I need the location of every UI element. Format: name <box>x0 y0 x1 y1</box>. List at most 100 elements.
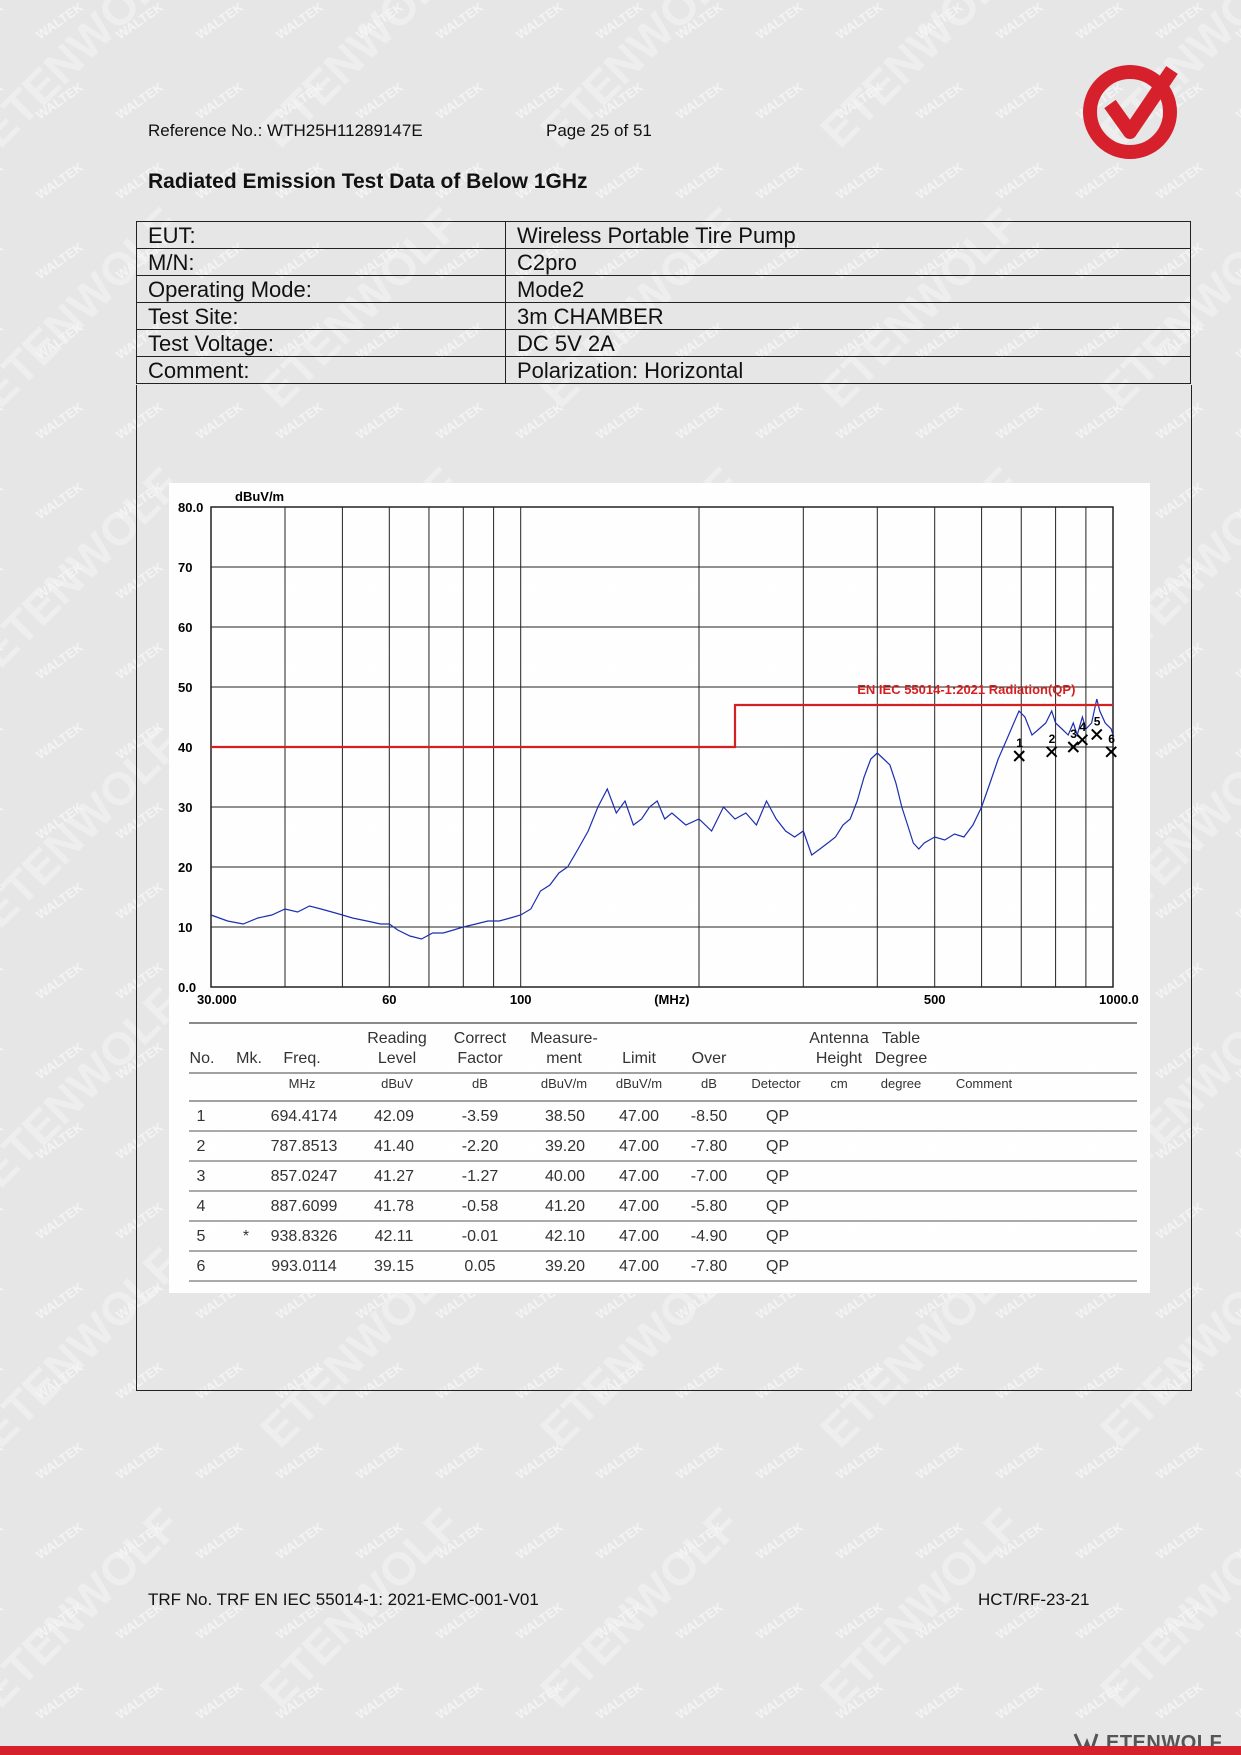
table-cell: QP <box>766 1108 789 1125</box>
table-header-l2: Over <box>692 1050 727 1067</box>
peak-marker: 2 <box>1045 732 1058 758</box>
svg-text:WALTEK: WALTEK <box>1233 639 1241 683</box>
svg-text:WALTEK: WALTEK <box>1233 319 1241 363</box>
svg-text:WALTEK: WALTEK <box>33 1679 86 1723</box>
svg-text:WALTEK: WALTEK <box>113 79 166 123</box>
table-cell: 694.4174 <box>271 1108 338 1125</box>
info-value: Polarization: Horizontal <box>505 356 1191 384</box>
svg-text:WALTEK: WALTEK <box>1233 879 1241 923</box>
table-cell: 40.00 <box>545 1168 585 1185</box>
table-cell: -2.20 <box>462 1138 499 1155</box>
svg-text:WALTEK: WALTEK <box>913 159 966 203</box>
info-value: Mode2 <box>505 275 1191 303</box>
info-table: EUT: Wireless Portable Tire Pump M/N: C2pro… <box>136 221 1191 384</box>
table-header-l2: No. <box>190 1050 215 1067</box>
svg-text:WALTEK: WALTEK <box>993 1679 1046 1723</box>
table-cell: 47.00 <box>619 1258 659 1275</box>
table-header-l1: Correct <box>454 1030 507 1047</box>
svg-text:WALTEK: WALTEK <box>0 239 6 283</box>
marker-label: 4 <box>1079 720 1086 734</box>
svg-text:WALTEK: WALTEK <box>753 79 806 123</box>
table-cell: 41.20 <box>545 1198 585 1215</box>
svg-text:WALTEK: WALTEK <box>833 0 886 42</box>
svg-text:WALTEK: WALTEK <box>753 1599 806 1643</box>
marker-label: 6 <box>1108 732 1115 746</box>
page-number: Page 25 of 51 <box>546 121 652 140</box>
table-unit: degree <box>881 1076 921 1091</box>
svg-text:WALTEK: WALTEK <box>33 479 86 523</box>
svg-text:WALTEK: WALTEK <box>993 79 1046 123</box>
chart-frame <box>136 385 1192 1391</box>
table-cell: 5 <box>197 1228 206 1245</box>
svg-text:WALTEK: WALTEK <box>33 1199 86 1243</box>
svg-text:WALTEK: WALTEK <box>993 159 1046 203</box>
svg-text:WALTEK: WALTEK <box>753 1679 806 1723</box>
table-unit: dBuV <box>381 1076 413 1091</box>
table-header-l2: Limit <box>622 1050 656 1067</box>
table-cell: 857.0247 <box>271 1168 338 1185</box>
svg-text:WALTEK: WALTEK <box>753 159 806 203</box>
info-key: M/N: <box>136 248 506 276</box>
svg-text:WALTEK: WALTEK <box>593 159 646 203</box>
table-cell: 0.05 <box>464 1258 495 1275</box>
table-header-l1: Reading <box>367 1030 427 1047</box>
table-cell: -7.00 <box>691 1168 728 1185</box>
table-header-l2: Degree <box>875 1050 928 1067</box>
svg-text:WALTEK: WALTEK <box>0 159 6 203</box>
table-cell: 42.09 <box>374 1108 414 1125</box>
table-header-l2: Mk. <box>236 1050 262 1067</box>
info-row: Test Voltage: DC 5V 2A <box>136 329 1191 357</box>
table-cell: 4 <box>197 1198 206 1215</box>
logo-check-icon <box>1083 65 1178 159</box>
table-cell: -1.27 <box>462 1168 499 1185</box>
peak-marker: 1 <box>1013 736 1025 762</box>
trf-number: TRF No. TRF EN IEC 55014-1: 2021-EMC-001… <box>148 1590 539 1609</box>
info-value: C2pro <box>505 248 1191 276</box>
table-unit: MHz <box>289 1076 316 1091</box>
table-cell: * <box>243 1228 249 1245</box>
svg-text:WALTEK: WALTEK <box>993 0 1046 42</box>
table-cell: 47.00 <box>619 1198 659 1215</box>
x-tick-label: 100 <box>510 992 532 1007</box>
svg-text:WALTEK: WALTEK <box>193 1679 246 1723</box>
table-cell: 787.8513 <box>271 1138 338 1155</box>
table-header-l2: Level <box>378 1050 416 1067</box>
table-cell: -7.80 <box>691 1258 728 1275</box>
table-header-l1: Antenna <box>809 1030 869 1047</box>
svg-text:WALTEK: WALTEK <box>1153 1519 1206 1563</box>
info-value: 3m CHAMBER <box>505 302 1191 330</box>
svg-text:WALTEK: WALTEK <box>513 0 566 42</box>
svg-text:WALTEK: WALTEK <box>1233 959 1241 1003</box>
svg-text:WALTEK: WALTEK <box>1073 1519 1126 1563</box>
peak-marker: 6 <box>1105 732 1117 758</box>
svg-text:WALTEK: WALTEK <box>0 959 6 1003</box>
table-cell: 47.00 <box>619 1138 659 1155</box>
svg-text:WALTEK: WALTEK <box>0 1199 6 1243</box>
svg-text:WALTEK: WALTEK <box>433 1679 486 1723</box>
info-key: EUT: <box>136 221 506 249</box>
limit-line <box>211 703 1113 749</box>
marker-label: 3 <box>1070 727 1077 741</box>
svg-text:WALTEK: WALTEK <box>753 1439 806 1483</box>
table-header-l2: ment <box>546 1050 582 1067</box>
svg-text:WALTEK: WALTEK <box>1233 1359 1241 1403</box>
y-tick-label: 0.0 <box>178 980 196 995</box>
table-unit: dBuV/m <box>616 1076 662 1091</box>
svg-text:WALTEK: WALTEK <box>193 79 246 123</box>
svg-text:WALTEK: WALTEK <box>193 1519 246 1563</box>
table-cell: 39.20 <box>545 1258 585 1275</box>
svg-text:WALTEK: WALTEK <box>1233 1119 1241 1163</box>
chart-background <box>169 483 1150 1293</box>
table-cell: -4.90 <box>691 1228 728 1245</box>
svg-text:WALTEK: WALTEK <box>1153 1679 1206 1723</box>
svg-text:WALTEK: WALTEK <box>0 1519 6 1563</box>
table-cell: 2 <box>197 1138 206 1155</box>
svg-text:WALTEK: WALTEK <box>1233 1679 1241 1723</box>
svg-text:WALTEK: WALTEK <box>913 1439 966 1483</box>
table-cell: -8.50 <box>691 1108 728 1125</box>
svg-text:WALTEK: WALTEK <box>433 1439 486 1483</box>
svg-text:WALTEK: WALTEK <box>1153 1439 1206 1483</box>
svg-text:WALTEK: WALTEK <box>1233 399 1241 443</box>
svg-text:WALTEK: WALTEK <box>193 1439 246 1483</box>
